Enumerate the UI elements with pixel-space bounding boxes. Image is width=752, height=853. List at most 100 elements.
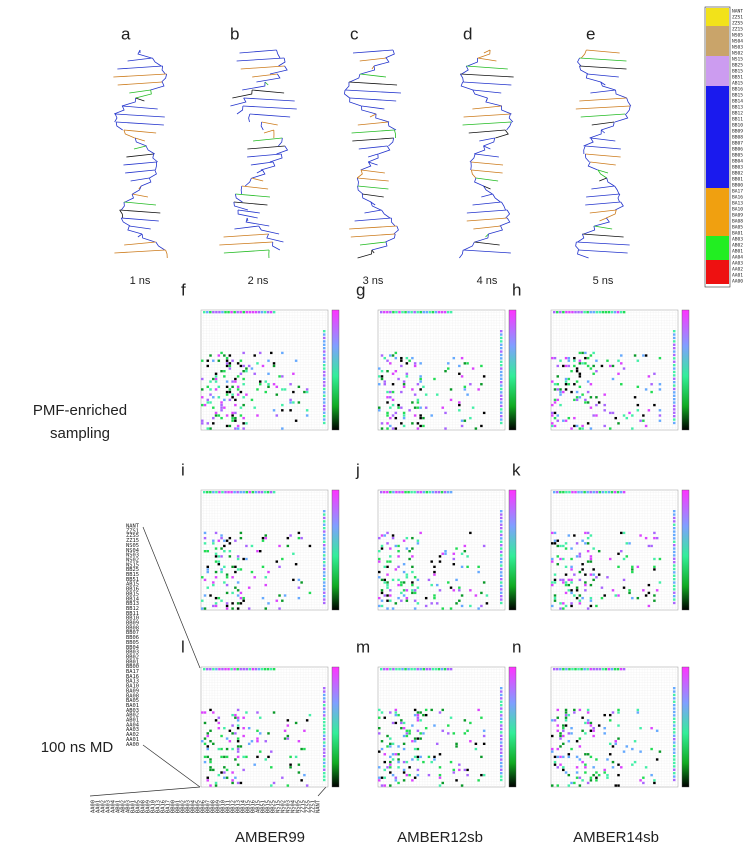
backbone	[472, 89, 488, 99]
map-cell	[256, 740, 259, 743]
map-cell	[391, 758, 395, 761]
map-cell	[248, 311, 252, 314]
map-cell	[323, 765, 326, 768]
map-cell	[394, 427, 398, 430]
x-axis-label: BB08	[211, 800, 217, 813]
map-cell	[581, 539, 584, 542]
map-cell	[463, 385, 467, 388]
map-cell	[231, 602, 234, 605]
backbone	[240, 185, 243, 195]
map-cell	[567, 356, 571, 360]
map-cell	[673, 415, 676, 418]
map-cell	[673, 411, 676, 414]
map-cell	[559, 388, 562, 391]
map-cell	[323, 540, 326, 543]
map-cell	[673, 731, 676, 734]
x-axis-label: AA03	[106, 800, 112, 813]
base-pair	[251, 177, 264, 182]
map-cell	[217, 539, 221, 542]
map-cell	[584, 753, 587, 756]
map-cell	[323, 537, 326, 540]
map-cell	[220, 351, 223, 355]
map-cell	[405, 547, 409, 550]
map-cell	[586, 364, 590, 368]
y-axis-label: ZZS5	[126, 533, 139, 539]
map-cell	[223, 375, 226, 378]
map-cell	[305, 719, 309, 722]
map-cell	[434, 311, 438, 314]
legend-label: BA05	[732, 225, 743, 231]
map-cell	[578, 570, 582, 574]
map-cell	[214, 555, 218, 558]
map-cell	[613, 491, 617, 494]
map-cell	[500, 421, 503, 425]
map-cell	[239, 491, 242, 494]
y-axis-label: BB15	[126, 591, 139, 597]
backbone	[155, 241, 165, 251]
map-cell	[449, 388, 453, 391]
map-cell	[589, 604, 593, 608]
legend-label: AB03	[732, 237, 743, 243]
map-cell	[449, 716, 453, 719]
map-cell	[443, 491, 447, 494]
map-cell	[242, 491, 245, 494]
map-cell	[482, 729, 486, 732]
map-cell	[440, 491, 444, 494]
map-cell	[565, 668, 568, 671]
map-cell	[427, 773, 431, 777]
map-cell	[209, 729, 212, 732]
map-cell	[633, 740, 637, 743]
map-cell	[250, 367, 254, 370]
map-cell	[559, 359, 562, 362]
map-cell	[460, 594, 464, 597]
map-cell	[597, 401, 601, 404]
map-cell	[581, 427, 584, 430]
map-cell	[201, 419, 204, 422]
map-cell	[408, 409, 411, 412]
map-cell	[584, 732, 587, 735]
map-cell	[589, 367, 593, 370]
legend-label: BB51	[732, 75, 743, 81]
backbone	[276, 49, 281, 59]
backbone	[145, 145, 155, 155]
backbone	[474, 233, 489, 243]
map-cell	[553, 573, 557, 576]
map-cell	[272, 711, 276, 714]
map-cell	[267, 383, 270, 386]
map-cell	[431, 311, 435, 314]
map-cell	[658, 419, 662, 422]
map-cell	[236, 555, 240, 558]
map-cell	[500, 734, 503, 737]
backbone	[141, 233, 156, 243]
map-cell	[500, 530, 503, 533]
map-cell	[433, 594, 436, 597]
map-cell	[616, 491, 620, 494]
map-cell	[261, 364, 265, 368]
map-cell	[386, 734, 389, 738]
map-cell	[236, 716, 240, 719]
map-cell	[231, 713, 234, 717]
map-cell	[586, 668, 589, 671]
map-cell	[378, 750, 381, 753]
contact-map	[550, 666, 679, 788]
map-cell	[581, 424, 584, 428]
map-cell	[378, 732, 381, 735]
map-cell	[305, 409, 309, 412]
map-cell	[469, 531, 472, 535]
map-cell	[223, 544, 226, 548]
map-cell	[477, 779, 480, 782]
map-cell	[603, 713, 606, 717]
map-cell	[400, 599, 403, 602]
map-cell	[477, 565, 480, 568]
map-cell	[400, 719, 403, 722]
backbone	[269, 153, 283, 163]
map-cell	[655, 758, 659, 761]
y-axis-label: AA01	[126, 737, 139, 743]
map-cell	[209, 311, 212, 314]
dna-structure	[219, 49, 297, 259]
base-pair	[369, 113, 377, 118]
map-cell	[559, 557, 562, 561]
map-cell	[597, 724, 601, 727]
map-cell	[253, 576, 256, 579]
map-cell	[482, 742, 486, 745]
